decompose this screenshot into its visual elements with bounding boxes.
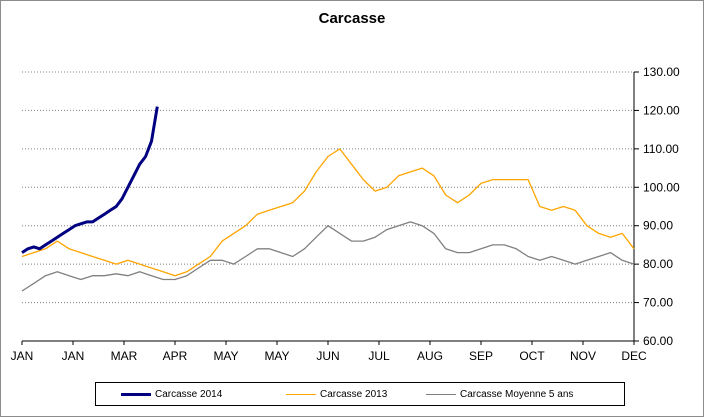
legend: Carcasse 2014 Carcasse 2013 Carcasse Moy… bbox=[95, 382, 625, 406]
legend-label: Carcasse Moyenne 5 ans bbox=[460, 388, 574, 400]
y-tick-label: 80.00 bbox=[643, 257, 673, 271]
y-tick-label: 110.00 bbox=[643, 142, 679, 156]
legend-item: Carcasse 2013 bbox=[286, 387, 387, 401]
x-tick-label: MAR bbox=[111, 349, 138, 363]
legend-item: Carcasse Moyenne 5 ans bbox=[426, 387, 573, 401]
y-tick-label: 60.00 bbox=[643, 334, 673, 348]
y-tick-label: 120.00 bbox=[643, 103, 680, 117]
legend-swatch bbox=[121, 392, 151, 396]
y-tick-label: 100.00 bbox=[643, 180, 680, 194]
x-tick-label: APR bbox=[163, 349, 188, 363]
x-tick-label: JAN bbox=[62, 349, 85, 363]
series-line bbox=[21, 148, 635, 277]
x-tick-label: AUG bbox=[417, 349, 443, 363]
chart-title: Carcasse bbox=[318, 10, 386, 27]
legend-label: Carcasse 2013 bbox=[320, 388, 388, 400]
y-tick-label: 130.00 bbox=[643, 65, 680, 79]
legend-swatch bbox=[426, 393, 456, 395]
x-tick-label: NOV bbox=[570, 349, 596, 363]
y-tick-label: 70.00 bbox=[643, 296, 673, 310]
legend-swatch bbox=[286, 393, 316, 395]
legend-item: Carcasse 2014 bbox=[121, 387, 222, 401]
series-line bbox=[21, 221, 635, 292]
x-tick-label: JAN bbox=[11, 349, 34, 363]
x-tick-label: DEC bbox=[621, 349, 647, 363]
x-tick-label: SEP bbox=[469, 349, 493, 363]
x-tick-label: JUN bbox=[316, 349, 339, 363]
y-tick-label: 90.00 bbox=[643, 219, 673, 233]
x-tick-label: MAY bbox=[264, 349, 289, 363]
legend-label: Carcasse 2014 bbox=[155, 388, 223, 400]
x-tick-label: JUL bbox=[368, 349, 390, 363]
x-tick-label: MAY bbox=[213, 349, 238, 363]
series-line bbox=[21, 106, 159, 254]
x-tick-label: OCT bbox=[519, 349, 545, 363]
